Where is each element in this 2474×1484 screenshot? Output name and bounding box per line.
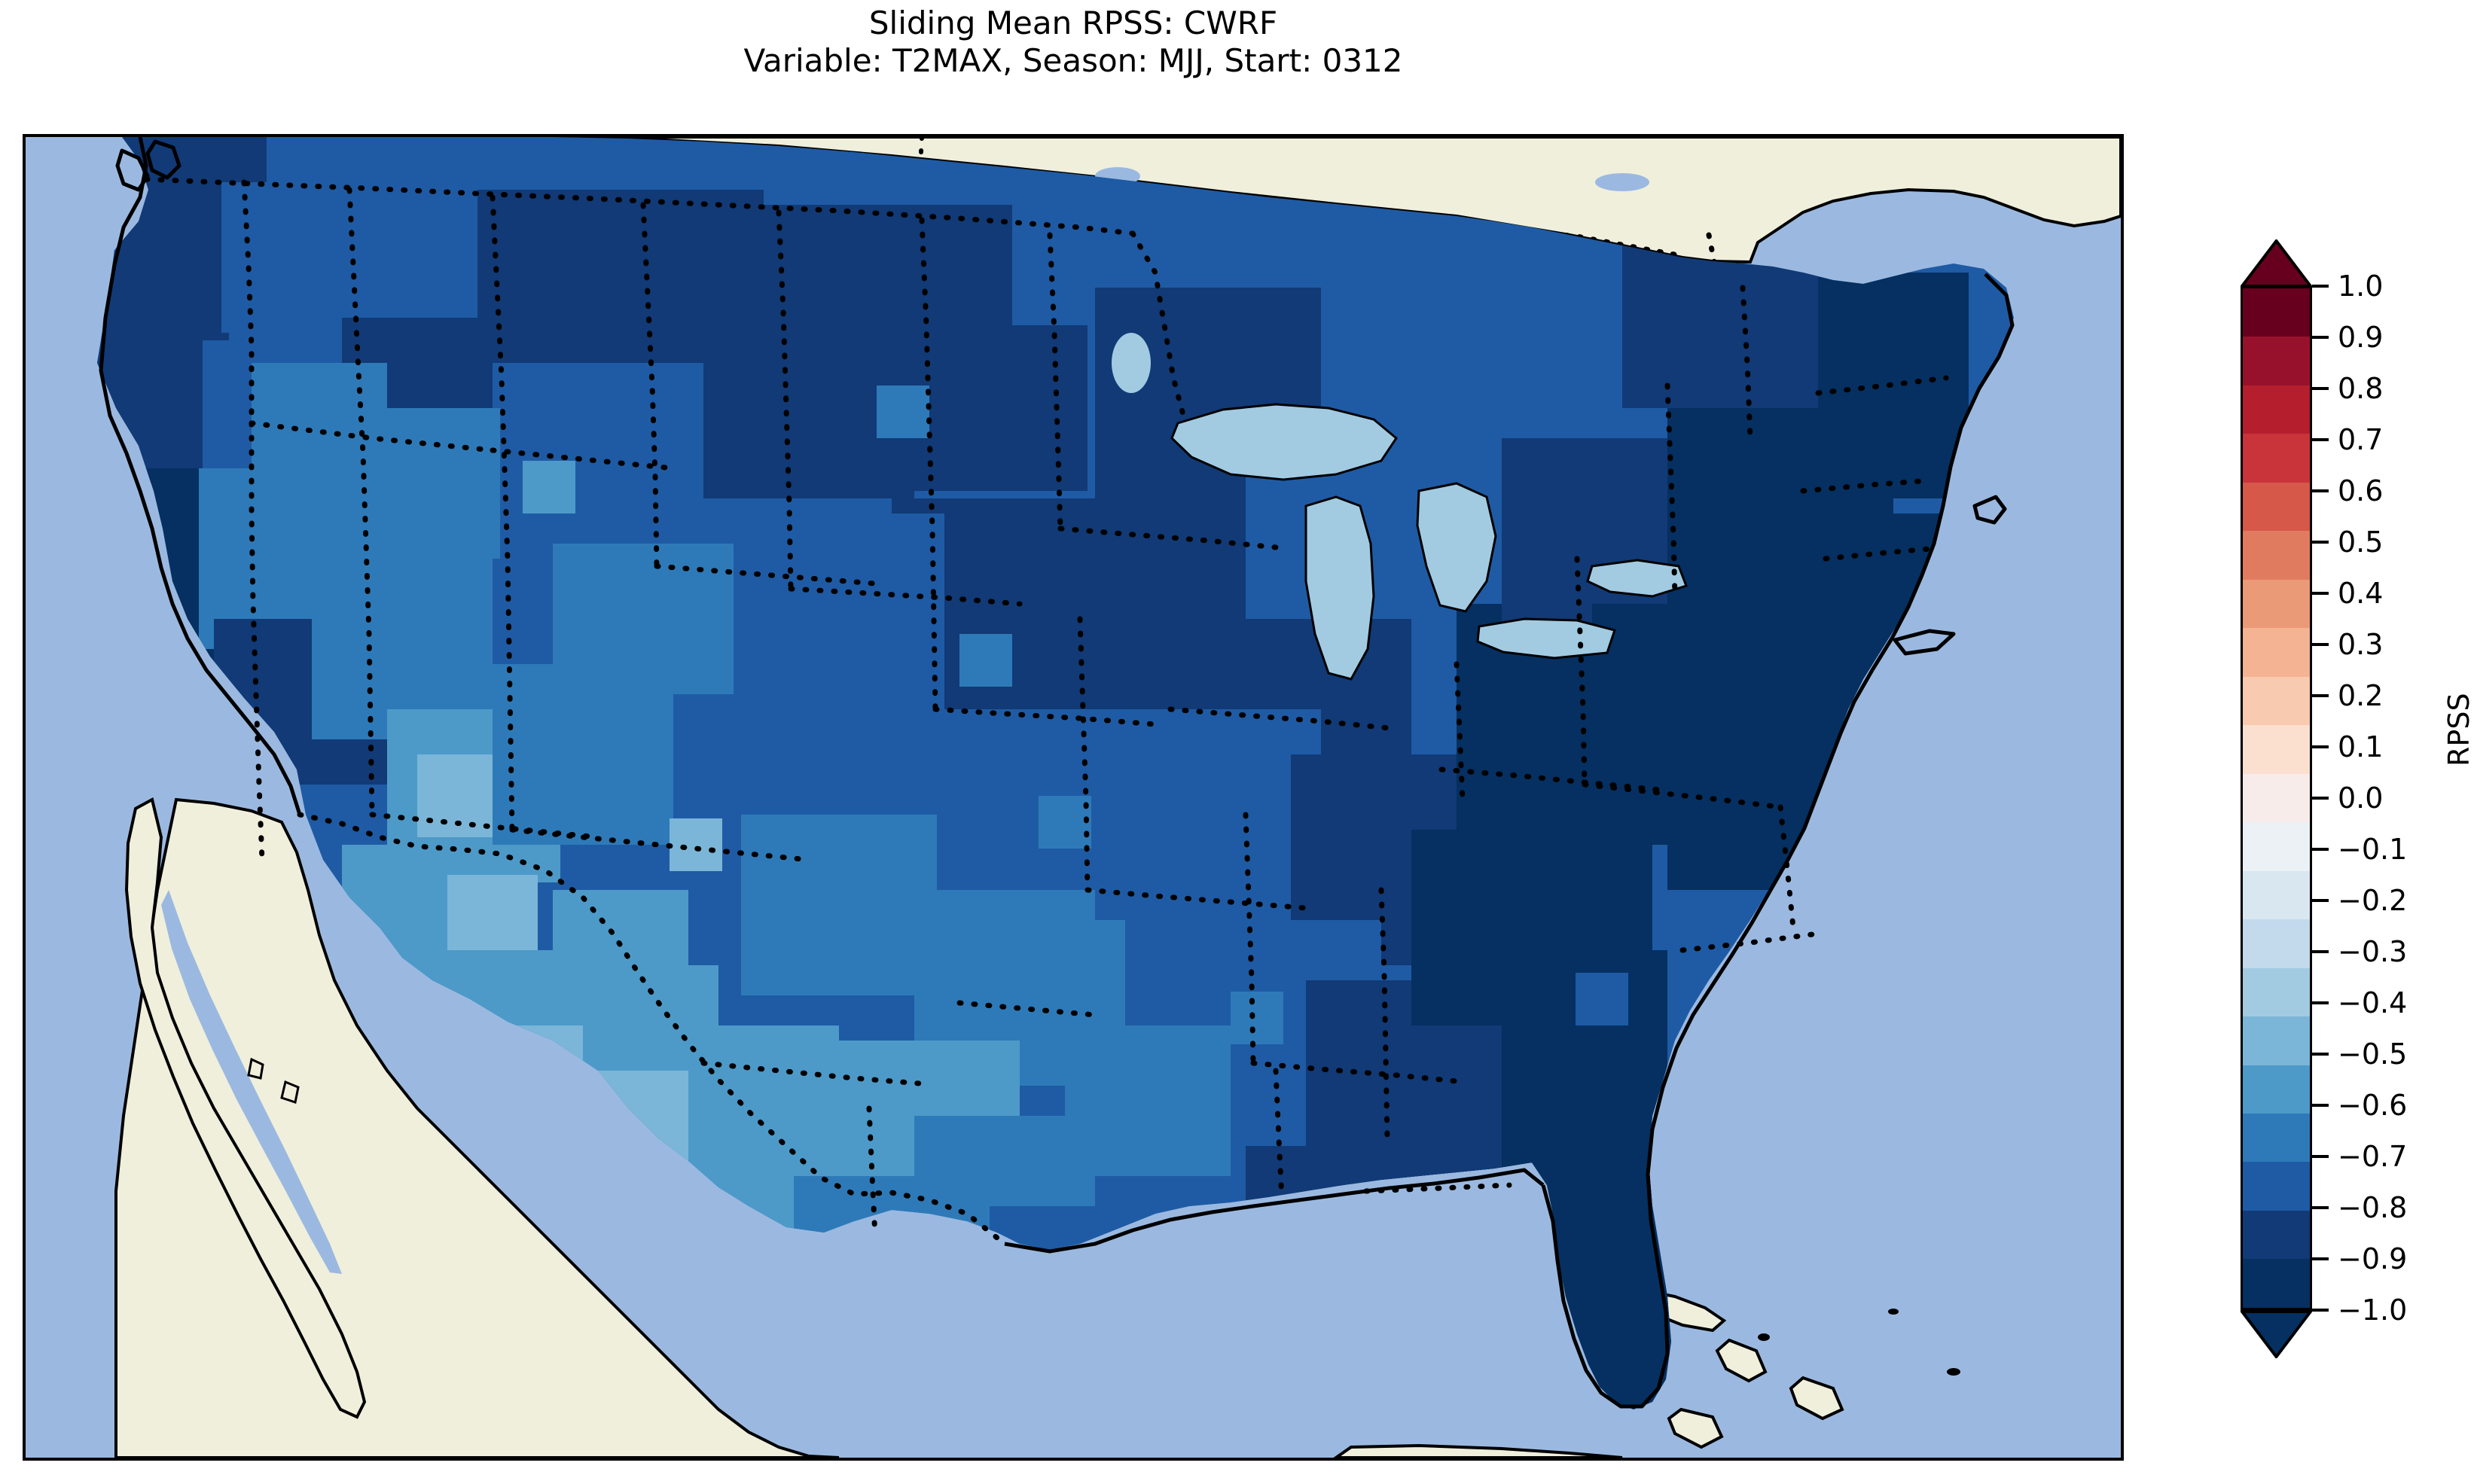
page-title: Sliding Mean RPSS: CWRF bbox=[868, 5, 1278, 41]
page-subtitle: Variable: T2MAX, Season: MJJ, Start: 031… bbox=[743, 42, 1403, 79]
colorbar-tick-mark bbox=[2312, 1257, 2329, 1260]
colorbar-tick-label: −0.8 bbox=[2338, 1191, 2408, 1224]
colorbar-tick-mark bbox=[2312, 1155, 2329, 1158]
colorbar-tick-mark bbox=[2312, 438, 2329, 441]
colorbar-tick-label: 0.7 bbox=[2338, 423, 2384, 456]
caribbean-islands bbox=[1333, 1287, 1960, 1458]
colorbar-tick-label: 1.0 bbox=[2338, 270, 2384, 303]
colorbar-tick-mark bbox=[2312, 1001, 2329, 1004]
colorbar-tick-mark bbox=[2312, 848, 2329, 851]
colorbar-tick-mark bbox=[2312, 797, 2329, 800]
colorbar-tick-label: 0.9 bbox=[2338, 321, 2384, 354]
colorbar-gradient[interactable] bbox=[2241, 286, 2312, 1310]
colorbar-tick-label: 0.6 bbox=[2338, 474, 2384, 507]
colorbar-band-5 bbox=[2243, 531, 2310, 580]
colorbar-tick-label: −0.4 bbox=[2338, 986, 2408, 1019]
colorbar-band-1 bbox=[2243, 337, 2310, 385]
colorbar-band-7 bbox=[2243, 628, 2310, 677]
colorbar-tick-label: −0.1 bbox=[2338, 833, 2408, 866]
colorbar-tick-label: 0.8 bbox=[2338, 372, 2384, 405]
colorbar-band-4 bbox=[2243, 482, 2310, 532]
colorbar-band-13 bbox=[2243, 919, 2310, 968]
colorbar-axis-label: RPSS bbox=[2442, 693, 2474, 766]
colorbar-tick-mark bbox=[2312, 1206, 2329, 1209]
colorbar-extend-bottom-triangle bbox=[2241, 1310, 2312, 1358]
state-borders bbox=[143, 176, 1949, 1247]
colorbar-tick-mark bbox=[2312, 1053, 2329, 1056]
colorbar-band-6 bbox=[2243, 579, 2310, 629]
colorbar-tick-mark bbox=[2312, 592, 2329, 595]
chart-title-block: Sliding Mean RPSS: CWRF Variable: T2MAX,… bbox=[0, 5, 2146, 80]
colorbar-tick-mark bbox=[2312, 489, 2329, 492]
colorbar-tick-label: −0.9 bbox=[2338, 1242, 2408, 1275]
colorbar-tick-label: −0.3 bbox=[2338, 935, 2408, 968]
colorbar-tick-mark bbox=[2312, 336, 2329, 339]
colorbar-band-8 bbox=[2243, 676, 2310, 726]
colorbar-band-20 bbox=[2243, 1259, 2310, 1308]
colorbar-tick-label: 0.3 bbox=[2338, 628, 2384, 661]
colorbar-tick-mark bbox=[2312, 643, 2329, 646]
mexico-landmass bbox=[114, 797, 840, 1458]
colorbar-band-17 bbox=[2243, 1113, 2310, 1163]
colorbar-tick-label: −0.5 bbox=[2338, 1038, 2408, 1071]
colorbar-tick-label: 0.5 bbox=[2338, 526, 2384, 559]
colorbar-tick-label: −1.0 bbox=[2338, 1294, 2408, 1327]
colorbar-tick-mark bbox=[2312, 745, 2329, 748]
colorbar-band-19 bbox=[2243, 1210, 2310, 1260]
colorbar-band-16 bbox=[2243, 1065, 2310, 1114]
colorbar-band-2 bbox=[2243, 385, 2310, 434]
colorbar-tick-label: 0.1 bbox=[2338, 730, 2384, 763]
colorbar-tick-mark bbox=[2312, 285, 2329, 288]
map-rendering bbox=[97, 137, 2121, 1458]
colorbar-band-9 bbox=[2243, 725, 2310, 774]
colorbar-extend-top-triangle bbox=[2241, 239, 2312, 288]
colorbar-band-3 bbox=[2243, 434, 2310, 483]
colorbar-band-14 bbox=[2243, 967, 2310, 1017]
map-panel[interactable] bbox=[23, 134, 2124, 1461]
colorbar-tick-mark bbox=[2312, 1104, 2329, 1107]
colorbar-tick-mark bbox=[2312, 899, 2329, 902]
colorbar-band-15 bbox=[2243, 1016, 2310, 1065]
colorbar-tick-label: 0.0 bbox=[2338, 782, 2384, 815]
colorbar-band-10 bbox=[2243, 773, 2310, 823]
colorbar-tick-mark bbox=[2312, 694, 2329, 697]
colorbar-tick-label: 0.4 bbox=[2338, 577, 2384, 610]
colorbar-tick-label: −0.7 bbox=[2338, 1140, 2408, 1173]
colorbar-tick-mark bbox=[2312, 1309, 2329, 1312]
colorbar-band-12 bbox=[2243, 870, 2310, 920]
colorbar-band-0 bbox=[2243, 288, 2310, 337]
colorbar-tick-mark bbox=[2312, 387, 2329, 390]
coastline bbox=[99, 137, 2015, 1409]
colorbar[interactable]: 1.0 0.9 0.8 0.7 0.6 0.5 0.4 0.3 0.2 0.1 0.0 −0.1 −0.… bbox=[2241, 239, 2474, 1369]
colorbar-tick-mark bbox=[2312, 950, 2329, 953]
colorbar-tick-list: 1.0 0.9 0.8 0.7 0.6 0.5 0.4 0.3 0.2 0.1 0.0 −0.1 −0.… bbox=[2312, 270, 2463, 1327]
colorbar-tick-label: −0.2 bbox=[2338, 884, 2408, 917]
colorbar-tick-mark bbox=[2312, 541, 2329, 544]
colorbar-band-18 bbox=[2243, 1162, 2310, 1211]
colorbar-band-11 bbox=[2243, 822, 2310, 871]
colorbar-tick-label: 0.2 bbox=[2338, 679, 2384, 712]
colorbar-tick-label: −0.6 bbox=[2338, 1089, 2408, 1122]
